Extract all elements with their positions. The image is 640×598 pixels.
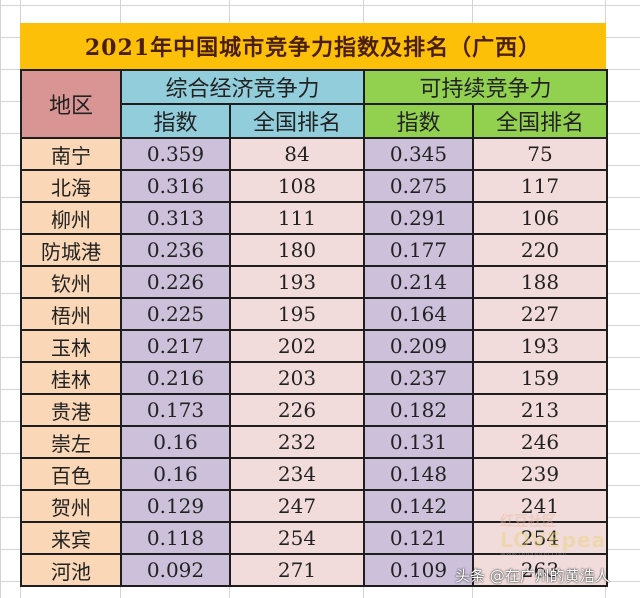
cell-sust-rank: 159 xyxy=(472,361,609,395)
cell-econ-index: 0.225 xyxy=(120,297,231,331)
cell-econ-rank: 254 xyxy=(228,521,366,555)
cell-econ-index: 0.16 xyxy=(120,425,231,459)
cell-sust-index: 0.237 xyxy=(363,361,475,395)
table-row: 贵港 0.173 226 0.182 213 xyxy=(20,393,609,427)
cell-econ-rank: 111 xyxy=(228,201,366,235)
cell-sust-index: 0.109 xyxy=(363,553,475,587)
table-row: 钦州 0.226 193 0.214 188 xyxy=(20,265,609,299)
cell-econ-rank: 271 xyxy=(228,553,366,587)
table-row: 桂林 0.216 203 0.237 159 xyxy=(20,361,609,395)
cell-sust-rank: 213 xyxy=(472,393,609,427)
cell-sust-index: 0.142 xyxy=(363,489,475,523)
cell-sust-index: 0.131 xyxy=(363,425,475,459)
cell-econ-rank: 180 xyxy=(228,233,366,267)
cell-econ-rank: 234 xyxy=(228,457,366,491)
cell-econ-rank: 226 xyxy=(228,393,366,427)
cell-econ-rank: 195 xyxy=(228,297,366,331)
cell-city: 贺州 xyxy=(20,489,122,523)
header-region: 地区 xyxy=(20,69,122,139)
cell-econ-index: 0.217 xyxy=(120,329,231,363)
cell-econ-index: 0.313 xyxy=(120,201,231,235)
cell-city: 百色 xyxy=(20,457,122,491)
table-row: 防城港 0.236 180 0.177 220 xyxy=(20,233,609,267)
cell-city: 河池 xyxy=(20,553,122,587)
cell-econ-rank: 108 xyxy=(228,169,366,203)
table-row: 百色 0.16 234 0.148 239 xyxy=(20,457,609,491)
competitiveness-table: 地区 综合经济竞争力 可持续竞争力 指数 全国排名 指数 全国排名 南宁 0.3… xyxy=(20,69,609,587)
cell-sust-index: 0.177 xyxy=(363,233,475,267)
header-row-sub: 指数 全国排名 指数 全国排名 xyxy=(21,103,609,139)
table-row: 崇左 0.16 232 0.131 246 xyxy=(20,425,609,459)
cell-econ-index: 0.129 xyxy=(120,489,231,523)
header-econ-index: 指数 xyxy=(120,103,231,139)
table-row: 柳州 0.313 111 0.291 106 xyxy=(20,201,609,235)
cell-city: 北海 xyxy=(20,169,122,203)
cell-sust-rank: 227 xyxy=(472,297,609,331)
cell-econ-index: 0.316 xyxy=(120,169,231,203)
cell-city: 梧州 xyxy=(20,297,122,331)
cell-sust-index: 0.148 xyxy=(363,457,475,491)
cell-sust-rank: 193 xyxy=(472,329,609,363)
cell-city: 南宁 xyxy=(20,137,122,171)
cell-sust-rank: 254 xyxy=(472,521,609,555)
cell-city: 防城港 xyxy=(20,233,122,267)
cell-sust-index: 0.345 xyxy=(363,137,475,171)
cell-econ-index: 0.118 xyxy=(120,521,231,555)
cell-econ-rank: 232 xyxy=(228,425,366,459)
cell-sust-rank: 241 xyxy=(472,489,609,523)
header-econ-rank: 全国排名 xyxy=(228,103,366,139)
cell-city: 钦州 xyxy=(20,265,122,299)
cell-econ-index: 0.226 xyxy=(120,265,231,299)
watermark-caption: 头条 @在广州的黄浩人 xyxy=(455,567,610,585)
cell-econ-index: 0.16 xyxy=(120,457,231,491)
cell-sust-index: 0.164 xyxy=(363,297,475,331)
cell-sust-index: 0.275 xyxy=(363,169,475,203)
cell-econ-index: 0.092 xyxy=(120,553,231,587)
header-sustainable-competitiveness: 可持续竞争力 xyxy=(363,69,609,105)
header-row-group: 地区 综合经济竞争力 可持续竞争力 xyxy=(20,69,609,139)
cell-city: 崇左 xyxy=(20,425,122,459)
cell-city: 柳州 xyxy=(20,201,122,235)
cell-city: 来宾 xyxy=(20,521,122,555)
table-title: 2021年中国城市竞争力指数及排名（广西） xyxy=(20,23,606,69)
cell-econ-index: 0.236 xyxy=(120,233,231,267)
cell-sust-index: 0.291 xyxy=(363,201,475,235)
cell-sust-rank: 117 xyxy=(472,169,609,203)
cell-sust-rank: 246 xyxy=(472,425,609,459)
cell-sust-index: 0.121 xyxy=(363,521,475,555)
table-row: 河池 0.092 271 0.109 263 xyxy=(20,553,609,587)
cell-sust-rank: 106 xyxy=(472,201,609,235)
cell-econ-rank: 193 xyxy=(228,265,366,299)
table-row: 贺州 0.129 247 0.142 241 xyxy=(20,489,609,523)
cell-econ-index: 0.173 xyxy=(120,393,231,427)
cell-sust-index: 0.182 xyxy=(363,393,475,427)
header-sust-rank: 全国排名 xyxy=(472,103,609,139)
table-row: 玉林 0.217 202 0.209 193 xyxy=(20,329,609,363)
cell-sust-rank: 239 xyxy=(472,457,609,491)
table-row: 南宁 0.359 84 0.345 75 xyxy=(20,137,609,171)
cell-city: 玉林 xyxy=(20,329,122,363)
cell-sust-rank: 263 xyxy=(472,553,609,587)
cell-econ-rank: 84 xyxy=(228,137,366,171)
header-econ-competitiveness: 综合经济竞争力 xyxy=(119,69,366,105)
cell-econ-index: 0.359 xyxy=(120,137,231,171)
cell-city: 贵港 xyxy=(20,393,122,427)
header-sust-index: 指数 xyxy=(363,103,475,139)
cell-econ-index: 0.216 xyxy=(120,361,231,395)
cell-sust-rank: 188 xyxy=(472,265,609,299)
cell-city: 桂林 xyxy=(20,361,122,395)
cell-econ-rank: 247 xyxy=(228,489,366,523)
table-row: 北海 0.316 108 0.275 117 xyxy=(20,169,609,203)
cell-sust-rank: 220 xyxy=(472,233,609,267)
table-row: 来宾 0.118 254 0.121 254 xyxy=(20,521,609,555)
cell-sust-rank: 75 xyxy=(472,137,609,171)
cell-sust-index: 0.209 xyxy=(363,329,475,363)
cell-econ-rank: 202 xyxy=(228,329,366,363)
table-row: 梧州 0.225 195 0.164 227 xyxy=(20,297,609,331)
cell-sust-index: 0.214 xyxy=(363,265,475,299)
cell-econ-rank: 203 xyxy=(228,361,366,395)
